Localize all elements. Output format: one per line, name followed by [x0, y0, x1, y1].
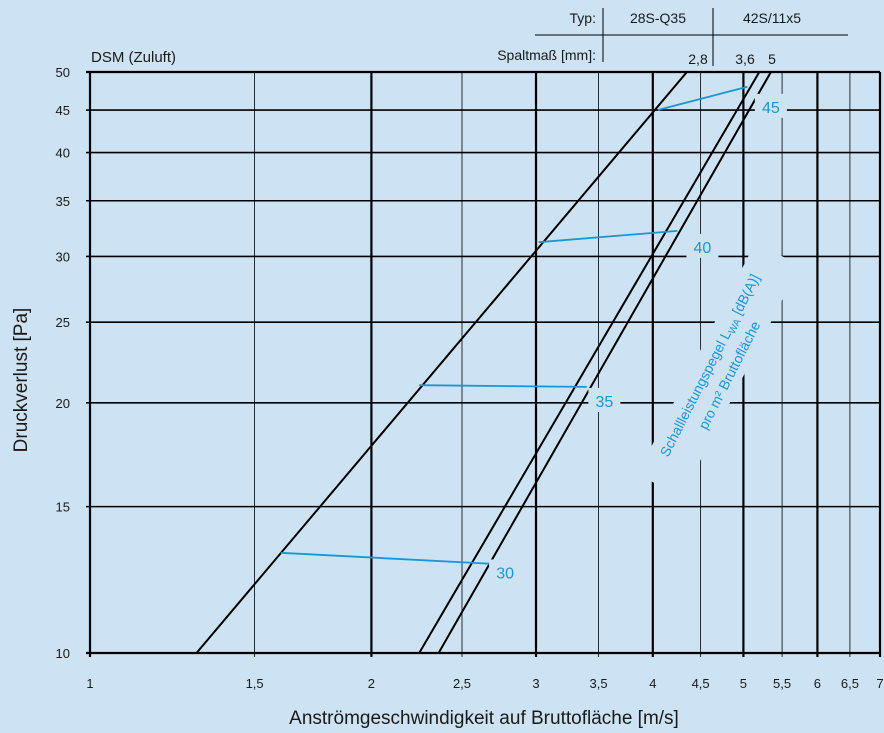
x-tick-label-3: 3 [532, 676, 539, 691]
header-typ-label: Typ: [570, 10, 596, 26]
sound-label-bg-30 [489, 559, 522, 584]
sound-label-bg-35 [588, 387, 621, 412]
header-type-42s: 42S/11x5 [743, 10, 801, 26]
sound-label-bg-40 [686, 233, 719, 258]
x-tick-label-7: 7 [876, 676, 883, 691]
sound-line-40 [538, 230, 678, 244]
x-tick-label-2: 2 [368, 676, 375, 691]
sound-line-45 [657, 85, 748, 111]
x-tick-label-5-5: 5,5 [773, 676, 791, 691]
x-tick-label-6: 6 [814, 676, 821, 691]
sound-label-bg-45 [754, 93, 787, 118]
y-tick-label-45: 45 [56, 103, 70, 118]
header-gap-label: Spaltmaß [mm]: [497, 47, 596, 63]
header-type-28s: 28S-Q35 [630, 10, 686, 26]
y-tick-label-35: 35 [56, 194, 70, 209]
x-tick-label-3-5: 3,5 [590, 676, 608, 691]
x-tick-label-1-5: 1,5 [246, 676, 264, 691]
x-tick-label-5: 5 [740, 676, 747, 691]
x-tick-label-6-5: 6,5 [841, 676, 859, 691]
y-tick-label-50: 50 [56, 65, 70, 80]
y-axis-label: Druckverlust [Pa] [11, 308, 32, 453]
x-axis-ticks: 1 1,5 2 2,5 3 3,5 4 4,5 5 5,5 6 6,5 7 [86, 676, 883, 691]
header-table: Typ: 28S-Q35 42S/11x5 Spaltmaß [mm]: 2,8… [497, 8, 848, 67]
sound-label-30: 30 [496, 565, 514, 582]
y-tick-label-25: 25 [56, 315, 70, 330]
series-line-2-8 [195, 71, 688, 654]
sound-label-40: 40 [694, 240, 712, 257]
sound-label-45: 45 [762, 100, 780, 117]
header-gap-5: 5 [768, 51, 776, 67]
y-tick-label-10: 10 [56, 646, 70, 661]
header-gap-3-6: 3,6 [735, 51, 755, 67]
sound-line-30 [280, 551, 494, 565]
x-axis-label: Anströmgeschwindigkeit auf Bruttofläche … [289, 708, 679, 729]
x-tick-label-4-5: 4,5 [692, 676, 710, 691]
y-tick-label-15: 15 [56, 500, 70, 515]
sound-line-35 [419, 384, 587, 388]
series-line-5 [437, 71, 772, 654]
grid [86, 70, 882, 657]
series [195, 71, 772, 654]
x-tick-label-1: 1 [86, 676, 93, 691]
header-gap-2-8: 2,8 [688, 51, 708, 67]
y-axis-ticks: 10 15 20 25 30 35 40 45 50 [56, 65, 70, 661]
sound-level-lines: 30 35 40 45 [280, 85, 787, 584]
series-line-3-6 [418, 71, 761, 654]
y-tick-label-40: 40 [56, 146, 70, 161]
y-tick-label-30: 30 [56, 249, 70, 264]
x-tick-label-2-5: 2,5 [453, 676, 471, 691]
sound-label-35: 35 [595, 394, 613, 411]
x-tick-label-4: 4 [649, 676, 656, 691]
chart-title: DSM (Zuluft) [91, 49, 176, 66]
y-tick-label-20: 20 [56, 396, 70, 411]
